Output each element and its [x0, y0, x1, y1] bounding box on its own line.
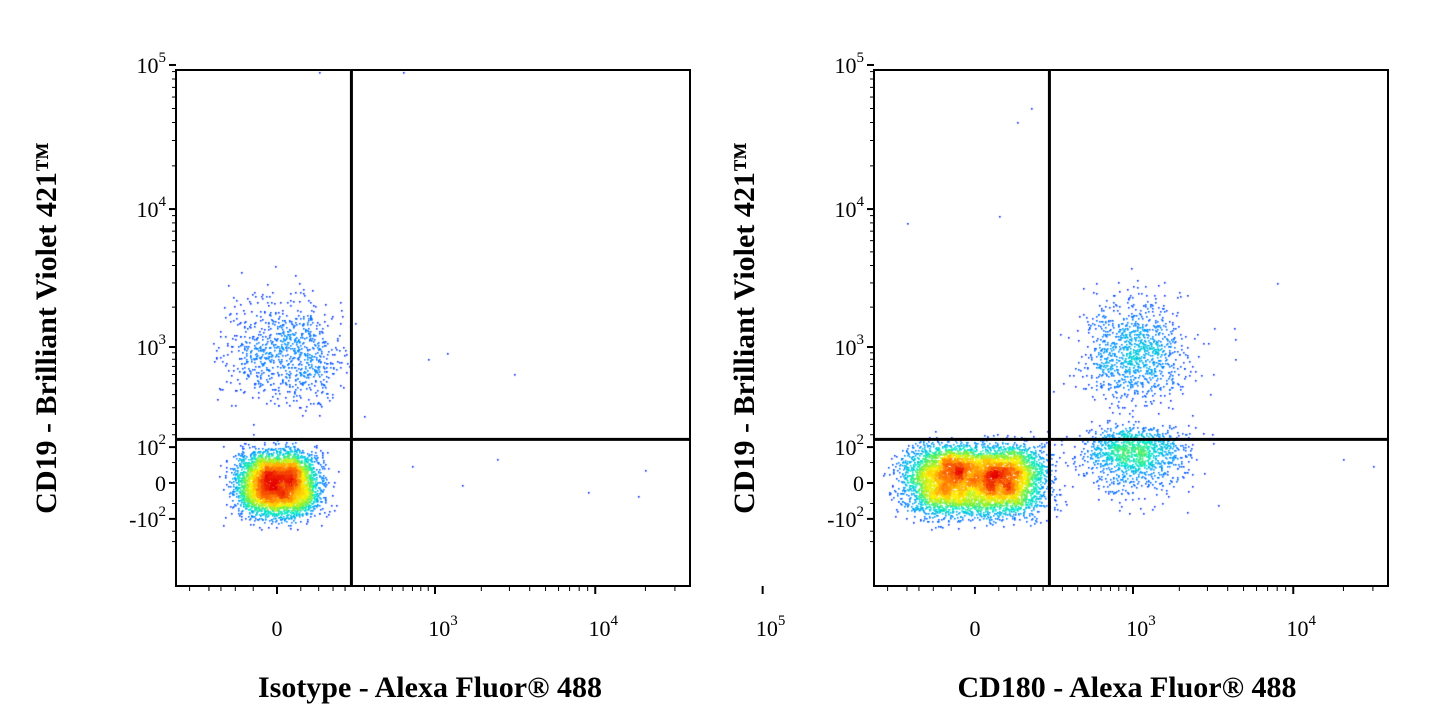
x-tick-label: 103 [428, 613, 458, 641]
x-tick-label: 103 [1126, 613, 1156, 641]
y-tick-label: 0 [853, 471, 864, 496]
y-tick-label: 0 [155, 471, 166, 496]
density-plot-area [176, 70, 690, 586]
x-tick-label: 105 [756, 613, 786, 641]
y-axis: 1061051041031020-102 [129, 50, 176, 543]
x-axis-label: CD180 - Alexa Fluor® 488 [957, 671, 1296, 704]
y-tick-label: 104 [835, 194, 865, 222]
x-tick-label: 104 [1287, 613, 1317, 641]
plot-frame [175, 69, 691, 587]
density-plot-area [874, 70, 1388, 586]
y-tick-label: 102 [835, 432, 865, 460]
x-axis-label: Isotype - Alexa Fluor® 488 [258, 671, 602, 704]
y-axis-label: CD19 - Brilliant Violet 421™ [30, 142, 63, 514]
x-axis: 0 103 104 105 [189, 586, 786, 641]
y-axis: 1061051041031020-102 [827, 50, 874, 543]
y-tick-label: -102 [827, 504, 864, 532]
plot-frame [873, 69, 1389, 587]
y-tick-label: 105 [835, 50, 865, 78]
y-tick-label: 103 [835, 332, 865, 360]
y-axis-label: CD19 - Brilliant Violet 421™ [728, 142, 761, 514]
x-tick-label: 0 [970, 616, 981, 641]
y-tick-label: 103 [137, 332, 167, 360]
y-tick-label: 104 [137, 194, 167, 222]
x-tick-label: 0 [272, 616, 283, 641]
x-tick-label: 104 [589, 613, 619, 641]
y-tick-label: 102 [137, 432, 167, 460]
y-tick-label: -102 [129, 504, 166, 532]
y-tick-label: 105 [137, 50, 167, 78]
